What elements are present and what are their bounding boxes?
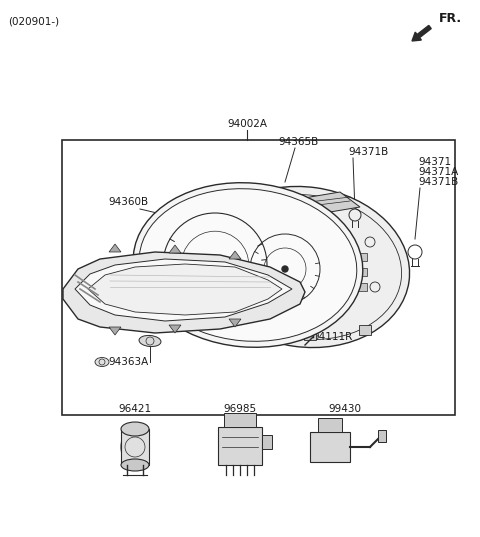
Polygon shape (229, 319, 241, 327)
Text: 96985: 96985 (223, 404, 257, 414)
Bar (62, 140, 455, 415)
Bar (378, 430, 386, 442)
Text: (020901-): (020901-) (8, 17, 59, 27)
Text: FR.: FR. (439, 12, 462, 25)
Ellipse shape (121, 427, 149, 467)
Text: 94371A: 94371A (418, 167, 458, 177)
Text: 99430: 99430 (328, 404, 361, 414)
Text: 94365B: 94365B (278, 137, 318, 147)
Ellipse shape (121, 459, 149, 471)
Circle shape (211, 261, 219, 269)
Text: 94371: 94371 (418, 157, 451, 167)
Text: 94363A: 94363A (108, 357, 148, 367)
Polygon shape (280, 192, 360, 217)
Polygon shape (169, 245, 181, 253)
Text: 94371B: 94371B (418, 177, 458, 187)
Bar (262, 435, 272, 449)
Ellipse shape (139, 188, 357, 342)
Polygon shape (88, 264, 282, 315)
Text: 94370: 94370 (67, 287, 100, 297)
Ellipse shape (95, 358, 109, 366)
Text: 94371B: 94371B (348, 147, 388, 157)
Bar (310, 432, 350, 462)
Bar (355, 283, 367, 291)
Polygon shape (229, 251, 241, 259)
Bar (359, 325, 371, 335)
Bar (355, 268, 367, 276)
Polygon shape (75, 259, 292, 321)
Ellipse shape (199, 251, 221, 267)
Text: 96421: 96421 (119, 404, 152, 414)
Ellipse shape (201, 186, 409, 347)
FancyArrow shape (412, 25, 431, 41)
Bar (121, 429, 149, 465)
Text: 94360B: 94360B (108, 197, 148, 207)
Bar (244, 330, 256, 340)
Bar (355, 253, 367, 261)
Polygon shape (109, 244, 121, 252)
Text: 94111R: 94111R (312, 332, 352, 342)
Ellipse shape (133, 183, 363, 347)
Ellipse shape (121, 422, 149, 436)
Polygon shape (169, 325, 181, 333)
Bar (318, 418, 342, 432)
Text: 94002A: 94002A (227, 119, 267, 129)
Bar (304, 330, 316, 340)
Polygon shape (109, 327, 121, 335)
Polygon shape (63, 252, 305, 333)
Bar (224, 413, 256, 427)
Ellipse shape (139, 336, 161, 346)
Circle shape (282, 266, 288, 272)
Bar (218, 427, 262, 465)
